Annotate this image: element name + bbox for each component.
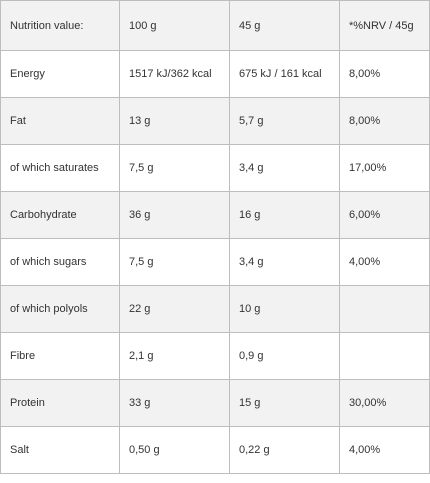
table-row-fat: Fat 13 g 5,7 g 8,00%: [0, 97, 430, 145]
value-per-100g: 7,5 g: [119, 238, 230, 286]
value-nrv: 4,00%: [339, 238, 430, 286]
nutrient-name: Fibre: [0, 332, 120, 380]
value-per-serving: 10 g: [229, 285, 340, 333]
value-per-serving: 15 g: [229, 379, 340, 427]
table-row-protein: Protein 33 g 15 g 30,00%: [0, 379, 430, 427]
value-per-100g: 36 g: [119, 191, 230, 239]
value-per-100g: 1517 kJ/362 kcal: [119, 50, 230, 98]
value-nrv: [339, 332, 430, 380]
nutrient-name: Protein: [0, 379, 120, 427]
value-per-serving: 0,22 g: [229, 426, 340, 474]
value-per-100g: 22 g: [119, 285, 230, 333]
value-nrv: 8,00%: [339, 97, 430, 145]
value-per-100g: 0,50 g: [119, 426, 230, 474]
table-row-salt: Salt 0,50 g 0,22 g 4,00%: [0, 426, 430, 474]
value-per-serving: 16 g: [229, 191, 340, 239]
value-nrv: 17,00%: [339, 144, 430, 192]
header-cell-per-100g: 100 g: [119, 0, 230, 51]
table-row-sugars: of which sugars 7,5 g 3,4 g 4,00%: [0, 238, 430, 286]
nutrient-name: of which sugars: [0, 238, 120, 286]
table-row-fibre: Fibre 2,1 g 0,9 g: [0, 332, 430, 380]
table-row-saturates: of which saturates 7,5 g 3,4 g 17,00%: [0, 144, 430, 192]
table-row-carbohydrate: Carbohydrate 36 g 16 g 6,00%: [0, 191, 430, 239]
value-per-serving: 5,7 g: [229, 97, 340, 145]
value-per-serving: 0,9 g: [229, 332, 340, 380]
value-per-100g: 7,5 g: [119, 144, 230, 192]
nutrient-name: of which saturates: [0, 144, 120, 192]
value-nrv: 6,00%: [339, 191, 430, 239]
nutrient-name: Carbohydrate: [0, 191, 120, 239]
value-per-100g: 33 g: [119, 379, 230, 427]
table-row-energy: Energy 1517 kJ/362 kcal 675 kJ / 161 kca…: [0, 50, 430, 98]
nutrient-name: Salt: [0, 426, 120, 474]
table-row-polyols: of which polyols 22 g 10 g: [0, 285, 430, 333]
value-per-serving: 3,4 g: [229, 144, 340, 192]
header-cell-label: Nutrition value:: [0, 0, 120, 51]
nutrient-name: Energy: [0, 50, 120, 98]
nutrient-name: of which polyols: [0, 285, 120, 333]
value-per-100g: 2,1 g: [119, 332, 230, 380]
value-per-100g: 13 g: [119, 97, 230, 145]
header-cell-nrv: *%NRV / 45g: [339, 0, 430, 51]
nutrient-name: Fat: [0, 97, 120, 145]
table-header-row: Nutrition value: 100 g 45 g *%NRV / 45g: [0, 0, 430, 51]
value-per-serving: 3,4 g: [229, 238, 340, 286]
header-cell-per-serving: 45 g: [229, 0, 340, 51]
value-per-serving: 675 kJ / 161 kcal: [229, 50, 340, 98]
value-nrv: [339, 285, 430, 333]
value-nrv: 8,00%: [339, 50, 430, 98]
value-nrv: 4,00%: [339, 426, 430, 474]
value-nrv: 30,00%: [339, 379, 430, 427]
